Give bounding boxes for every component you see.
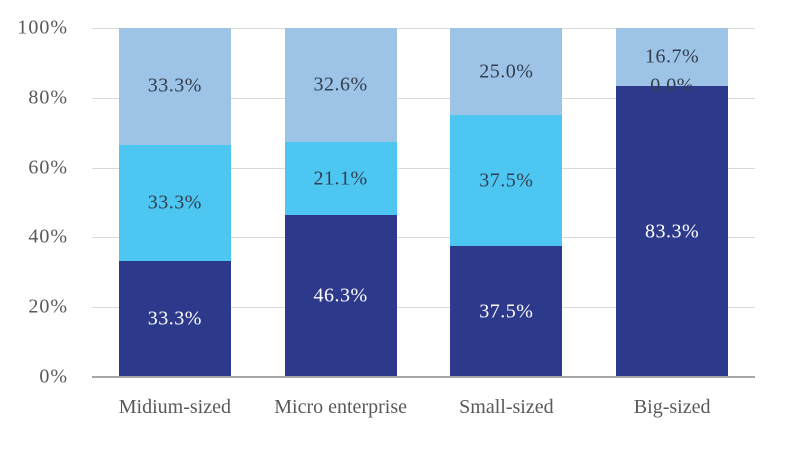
bar-segment-value-label: 32.6% (313, 73, 368, 96)
bar-segment-top-segment-pale-blue (450, 28, 563, 116)
y-gridline (92, 97, 755, 99)
bar-segment-value-label: 83.3% (645, 220, 700, 243)
x-axis-category-label: Micro enterprise (274, 396, 407, 418)
bar-segment-top-segment-pale-blue (118, 28, 231, 145)
y-gridline (92, 307, 755, 309)
bar-segment-value-label: 37.5% (479, 300, 534, 323)
bar-segment-value-label: 0.0% (650, 74, 694, 97)
y-axis-tick-label: 20% (28, 295, 68, 318)
y-axis-tick-label: 80% (28, 86, 68, 109)
bar-segment-middle-segment-cyan (118, 144, 231, 261)
y-axis-tick-label: 0% (39, 365, 68, 388)
bar-segment-middle-segment-cyan (284, 141, 397, 216)
x-axis-category-label: Small-sized (459, 396, 554, 418)
bar-segment-bottom-segment-dark-blue (450, 246, 563, 377)
bar-segment-value-label: 25.0% (479, 60, 534, 83)
y-gridline (92, 237, 755, 239)
y-axis-tick-label: 100% (17, 16, 68, 39)
bar-midium-sized: 33.3% 33.3% 33.3% (118, 0, 231, 377)
bar-segment-value-label: 33.3% (147, 307, 202, 330)
x-axis-category-label: Big-sized (633, 396, 711, 418)
y-gridline (92, 28, 755, 29)
bar-micro-enterprise: 46.3% 21.1% 32.6% (284, 0, 397, 377)
y-axis-tick-label: 60% (28, 156, 68, 179)
x-axis-category-label: Midium-sized (118, 396, 231, 418)
bar-segment-top-segment-pale-blue (284, 28, 397, 142)
x-axis-line (92, 376, 755, 378)
bar-big-sized: 83.3% 0.0% 16.7% (616, 0, 729, 377)
bar-segment-middle-segment-cyan (450, 115, 563, 247)
bar-segment-top-segment-pale-blue (616, 28, 729, 87)
bar-segment-value-label: 33.3% (147, 191, 202, 214)
bar-segment-bottom-segment-dark-blue (616, 86, 729, 377)
bar-small-sized: 37.5% 37.5% 25.0% (450, 0, 563, 377)
bar-segment-bottom-segment-dark-blue (118, 260, 231, 377)
bar-segment-bottom-segment-dark-blue (284, 215, 397, 377)
y-gridline (92, 167, 755, 169)
bar-segment-value-label: 21.1% (313, 167, 368, 190)
bar-segment-value-label: 33.3% (147, 74, 202, 97)
y-axis-tick-label: 40% (28, 225, 68, 248)
bar-segment-value-label: 16.7% (645, 45, 700, 68)
bar-segment-value-label: 37.5% (479, 169, 534, 192)
bar-segment-value-label: 46.3% (313, 284, 368, 307)
